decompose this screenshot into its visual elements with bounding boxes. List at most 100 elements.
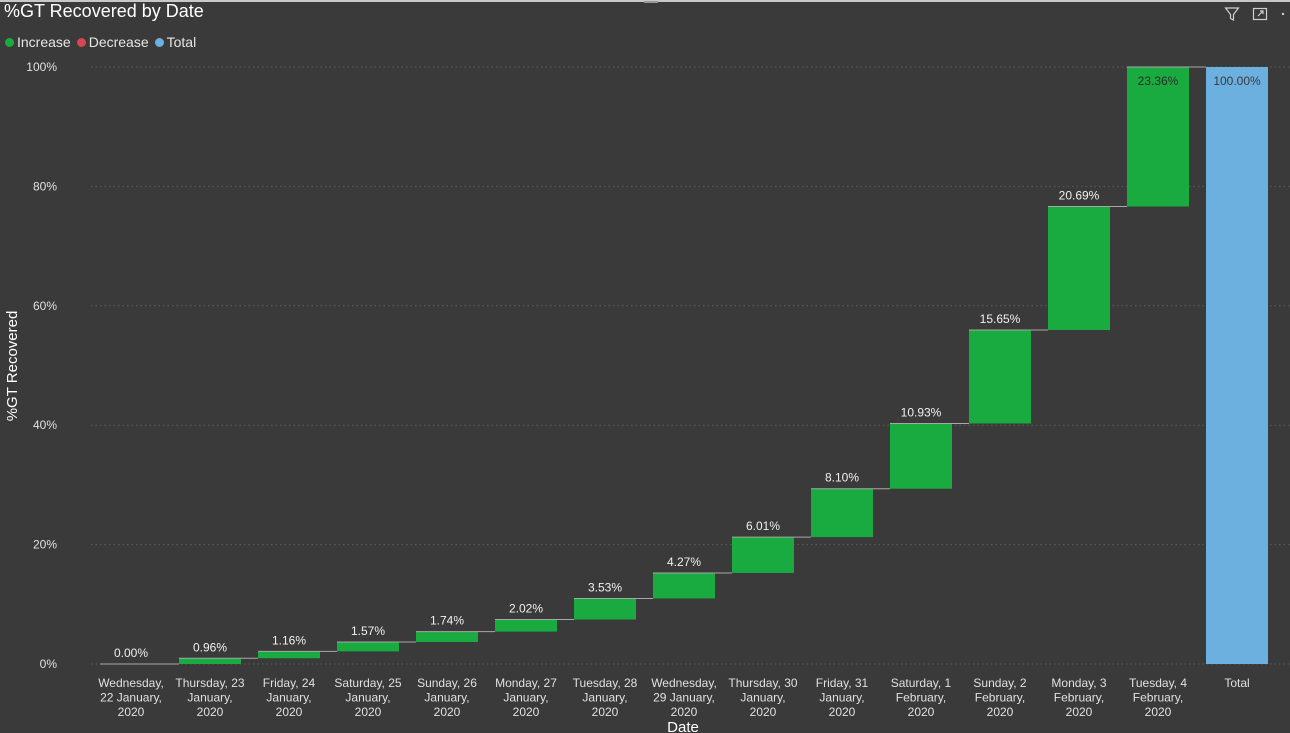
y-axis-title: %GT Recovered xyxy=(4,311,21,422)
x-tick-label-line: 2020 xyxy=(197,705,224,719)
data-label: 6.01% xyxy=(746,519,780,533)
legend-dot-increase xyxy=(5,37,14,47)
x-tick-label-line: 2020 xyxy=(1066,705,1093,719)
visual-toolbar xyxy=(1224,6,1286,22)
total-bar xyxy=(1206,67,1268,664)
legend-item-increase[interactable]: Increase xyxy=(5,34,71,50)
x-tick-label-line: January, xyxy=(819,691,864,705)
x-tick-label-line: Friday, 24 xyxy=(263,676,316,690)
x-tick-label-line: Sunday, 2 xyxy=(973,676,1026,690)
x-axis-title: Date xyxy=(667,719,699,733)
x-tick-label-line: 2020 xyxy=(671,705,698,719)
x-tick-label-line: 29 January, xyxy=(653,691,715,705)
legend-item-decrease[interactable]: Decrease xyxy=(76,34,149,50)
x-tick-label: Monday, 3 February, 2020 xyxy=(1051,676,1106,719)
x-tick-label-line: 2020 xyxy=(513,705,540,719)
x-tick-label-line: Thursday, 23 xyxy=(175,676,244,690)
x-tick-label: Sunday, 26 January, 2020 xyxy=(417,676,477,719)
y-tick-label: 100% xyxy=(26,60,57,74)
x-tick-label-line: January, xyxy=(266,691,311,705)
drag-handle[interactable] xyxy=(644,1,658,3)
data-label: 10.93% xyxy=(901,405,942,419)
x-tick-label: Sunday, 2 February, 2020 xyxy=(973,676,1026,719)
increase-bar xyxy=(574,598,636,620)
x-tick-label-line: February, xyxy=(1133,691,1183,705)
data-label: 4.27% xyxy=(667,555,701,569)
chart-title: %GT Recovered by Date xyxy=(4,1,204,21)
x-tick-label-line: Wednesday, xyxy=(651,676,717,690)
more-options-icon[interactable] xyxy=(1280,6,1286,22)
increase-bar xyxy=(416,631,478,642)
legend-label-increase: Increase xyxy=(17,34,71,50)
increase-bar xyxy=(890,423,952,489)
x-tick-label-line: February, xyxy=(1054,691,1104,705)
increase-bar xyxy=(1048,206,1110,331)
data-label: 0.96% xyxy=(193,640,227,654)
data-label: 1.74% xyxy=(430,614,464,628)
increase-bar xyxy=(732,537,794,573)
x-tick-label-line: 2020 xyxy=(592,705,619,719)
x-tick-label-line: 22 January, xyxy=(100,691,162,705)
x-tick-label-line: 2020 xyxy=(829,705,856,719)
data-label: 0.00% xyxy=(114,646,148,660)
data-label: 100.00% xyxy=(1213,74,1261,88)
chart-legend: Increase Decrease Total xyxy=(5,34,202,50)
y-tick-label: 20% xyxy=(33,538,57,552)
increase-bar xyxy=(653,572,715,599)
x-tick-label-line: Wednesday, xyxy=(98,676,164,690)
data-label: 2.02% xyxy=(509,602,543,616)
x-tick-label-line: 2020 xyxy=(750,705,777,719)
filter-icon[interactable] xyxy=(1224,6,1240,22)
legend-dot-decrease xyxy=(76,37,86,47)
increase-bar xyxy=(179,658,241,664)
x-tick-label-line: Monday, 27 xyxy=(495,676,557,690)
x-tick-label-line: January, xyxy=(345,691,390,705)
x-tick-label-line: Sunday, 26 xyxy=(417,676,477,690)
x-tick-label-line: 2020 xyxy=(1145,705,1172,719)
y-tick-label: 40% xyxy=(33,418,57,432)
x-tick-label: Tuesday, 4 February, 2020 xyxy=(1129,676,1187,719)
data-label: 8.10% xyxy=(825,471,859,485)
x-tick-label-line: January, xyxy=(503,691,548,705)
data-label: 1.57% xyxy=(351,624,385,638)
x-tick-label-line: 2020 xyxy=(987,705,1014,719)
y-tick-label: 0% xyxy=(40,657,58,671)
x-tick-label: Thursday, 30 January, 2020 xyxy=(728,676,797,719)
x-tick-label-line: Saturday, 1 xyxy=(891,676,952,690)
data-label: 20.69% xyxy=(1059,189,1100,203)
legend-item-total[interactable]: Total xyxy=(154,34,196,50)
data-label: 15.65% xyxy=(980,312,1021,326)
x-tick-label-line: Tuesday, 28 xyxy=(573,676,638,690)
x-tick-label-line: February, xyxy=(975,691,1025,705)
increase-bar xyxy=(811,488,873,538)
legend-dot-total xyxy=(154,37,164,47)
increase-bar xyxy=(495,619,557,632)
increase-bar xyxy=(969,330,1031,424)
increase-bar xyxy=(337,641,399,652)
x-tick-label-line: January, xyxy=(582,691,627,705)
increase-bar xyxy=(258,651,320,659)
x-tick-label: Total xyxy=(1224,676,1249,690)
x-tick-label: Monday, 27 January, 2020 xyxy=(495,676,557,719)
x-tick-label: Saturday, 25 January, 2020 xyxy=(334,676,401,719)
increase-bar xyxy=(1127,67,1189,207)
x-tick-label-line: Tuesday, 4 xyxy=(1129,676,1187,690)
x-tick-label-line: 2020 xyxy=(118,705,145,719)
y-tick-label: 60% xyxy=(33,299,57,313)
x-tick-label: Wednesday, 22 January, 2020 xyxy=(98,676,164,719)
x-tick-label-line: January, xyxy=(187,691,232,705)
x-tick-label-line: February, xyxy=(896,691,946,705)
x-tick-label: Friday, 31 January, 2020 xyxy=(816,676,869,719)
x-tick-label-line: Monday, 3 xyxy=(1051,676,1106,690)
x-tick-label-line: Friday, 31 xyxy=(816,676,869,690)
x-tick-label: Thursday, 23 January, 2020 xyxy=(175,676,244,719)
x-tick-label-line: 2020 xyxy=(434,705,461,719)
x-tick-label-line: 2020 xyxy=(276,705,303,719)
y-tick-label: 80% xyxy=(33,179,57,193)
x-tick-label-line: Saturday, 25 xyxy=(334,676,401,690)
focus-mode-icon[interactable] xyxy=(1252,6,1268,22)
x-tick-label-line: 2020 xyxy=(355,705,382,719)
x-tick-label: Tuesday, 28 January, 2020 xyxy=(573,676,638,719)
x-tick-label: Wednesday, 29 January, 2020 xyxy=(651,676,717,719)
